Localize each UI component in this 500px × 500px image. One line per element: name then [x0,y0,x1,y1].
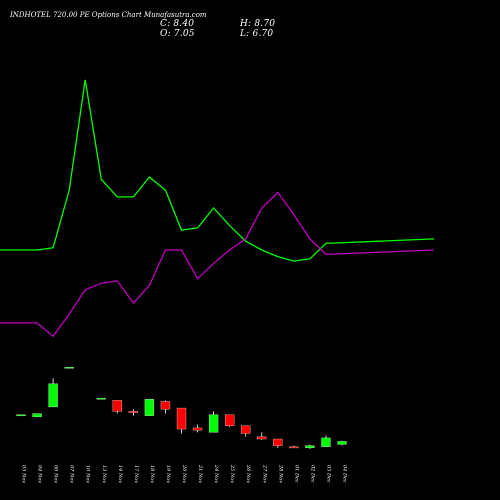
candle-body-24-nov [208,414,219,433]
x-tick-label: 03 Dec [325,465,331,483]
x-tick-label: 06 Nov [53,465,59,483]
candle-body-18-nov [144,399,155,416]
candle-body-07-nov [64,367,74,369]
x-tick-label: 01 Dec [293,465,299,483]
candle-body-03-dec [321,437,331,447]
x-tick-label: 25 Nov [229,464,235,483]
x-tick-label: 13 Nov [101,465,107,483]
x-tick-label: 03 Nov [21,465,27,483]
indicator-lines [0,79,435,338]
candle-body-17-nov [128,411,139,413]
candle-body-27-nov [257,436,267,440]
x-axis-labels: 03 Nov 04 Nov 06 Nov 07 Nov 10 Nov 13 Nov 14 N… [21,464,348,483]
candle-body-02-dec [305,445,315,448]
x-tick-label: 28 Nov [277,464,283,483]
candle-body-14-nov [112,400,122,412]
candle-body-04-dec [337,441,347,445]
x-tick-label: 24 Nov [213,464,219,483]
open-value: O: 7.05 [160,29,195,39]
candle-body-26-nov [241,425,251,434]
candle-body-21-nov [192,427,203,431]
candle-body-13-nov [96,397,106,400]
chart-title: INDHOTEL 720.00 PE Options Chart Munafas… [10,11,207,19]
indicator-line-2 [0,191,435,338]
x-tick-label: 14 Nov [117,465,123,483]
x-tick-label: 20 Nov [181,464,187,483]
x-tick-label: 18 Nov [149,465,155,483]
x-tick-label: 04 Dec [342,465,348,483]
close-value: C: 8.40 [160,19,195,29]
x-tick-label: 19 Nov [165,465,171,483]
low-value: L: 6.70 [240,29,274,39]
x-tick-label: 21 Nov [197,464,203,483]
x-tick-label: 17 Nov [133,465,139,483]
high-value: H: 8.70 [240,19,276,29]
candle-body-04-nov [32,413,42,418]
x-tick-label: 02 Dec [309,465,315,483]
x-tick-label: 26 Nov [245,464,251,483]
candle-body-01-dec [289,446,299,449]
candle-body-03-nov [16,414,26,417]
x-tick-label: 04 Nov [37,465,43,483]
candles [16,367,347,449]
x-tick-label: 07 Nov [69,465,75,483]
candle-body-19-nov [160,401,171,410]
x-tick-label: 10 Nov [85,465,91,483]
x-tick-label: 27 Nov [261,464,267,483]
candle-body-06-nov [48,383,58,408]
candle-body-25-nov [224,414,235,426]
candle-body-20-nov [176,407,187,430]
candle-body-28-nov [273,438,283,446]
indicator-line-1 [0,79,435,262]
